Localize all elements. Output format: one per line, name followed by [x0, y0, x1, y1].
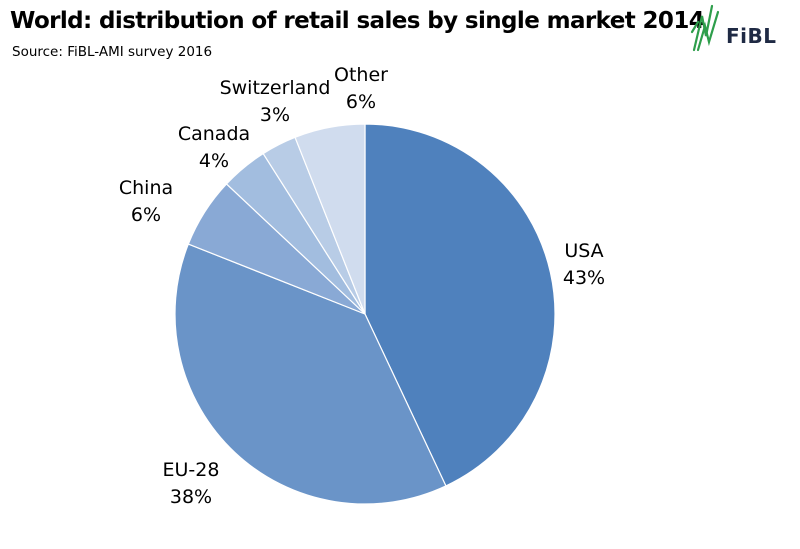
slice-label: Other 6% [334, 62, 388, 116]
pie-slice-usa [364, 123, 556, 487]
slice-label-name: Canada [177, 123, 251, 145]
slice-label-name: EU-28 [162, 459, 220, 481]
slice-label: China 6% [119, 175, 173, 229]
slice-label-name: Switzerland [219, 77, 331, 99]
slice-label-value: 3% [259, 104, 291, 126]
pie-slice-eu-28 [174, 243, 447, 505]
slice-label-name: China [118, 177, 174, 199]
slice-label: USA 43% [563, 238, 605, 292]
logo-leaf-stroke [690, 20, 700, 34]
pie-slice-other [294, 123, 366, 315]
slice-label-name: Other [334, 64, 388, 86]
slice-label-value: 4% [198, 150, 230, 172]
slice-label: Switzerland 3% [220, 75, 331, 129]
fibl-leaf-logo-icon [690, 4, 720, 52]
fibl-logo: FiBL [688, 2, 798, 62]
slice-label: EU-28 38% [163, 457, 220, 511]
slice-label-value: 6% [130, 204, 162, 226]
chart-subtitle: Source: FiBL-AMI survey 2016 [12, 44, 213, 60]
logo-text: FiBL [726, 24, 777, 48]
slice-label-value: 38% [169, 486, 213, 508]
slice-label-value: 6% [345, 91, 377, 113]
chart-title: World: distribution of retail sales by s… [10, 8, 705, 34]
slice-label: Canada 4% [178, 121, 250, 175]
logo-leaf-stroke [696, 10, 720, 52]
slice-label-name: USA [564, 240, 604, 262]
slice-label-value: 43% [562, 267, 606, 289]
